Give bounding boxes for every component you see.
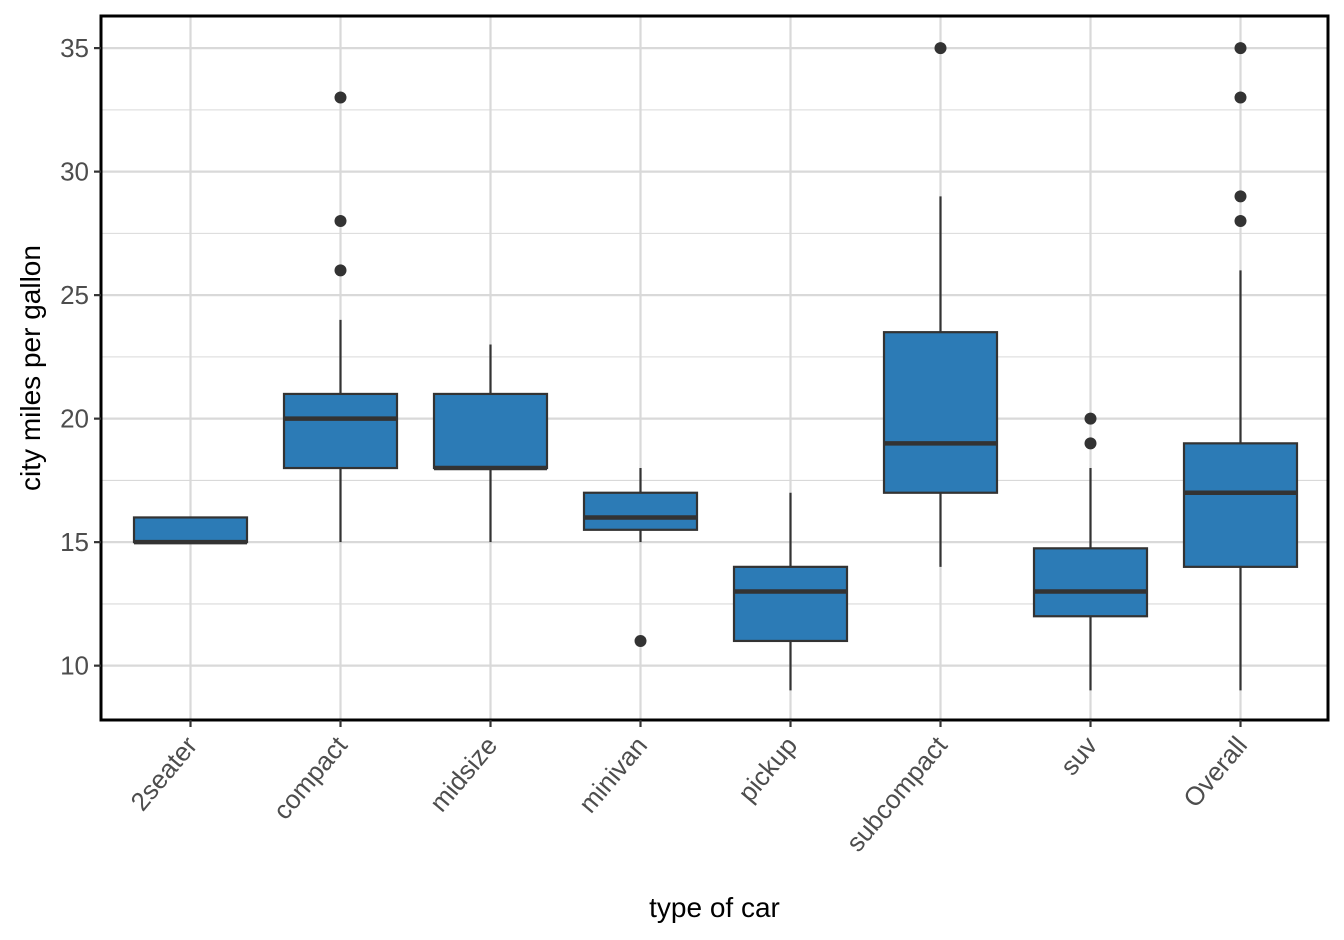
box-subcompact (882, 42, 999, 567)
y-tick-label: 20 (60, 404, 89, 434)
outlier-point (1234, 91, 1247, 104)
x-tick-label: pickup (732, 731, 803, 808)
y-tick-label: 15 (60, 527, 89, 557)
y-axis-title: city miles per gallon (15, 245, 46, 491)
axis-ticks: 10 15 20 25 30 35 2seater compact midsize minivan… (60, 33, 1253, 857)
outlier-point (634, 634, 647, 647)
outlier-point (334, 215, 347, 228)
panel-border (99, 14, 1330, 722)
outlier-point (1234, 190, 1247, 203)
x-tick-label: minivan (573, 731, 654, 819)
box-pickup (732, 492, 849, 691)
outlier-point (334, 91, 347, 104)
x-tick-label: compact (267, 730, 354, 825)
box-midsize (432, 344, 549, 543)
x-axis-title: type of car (649, 892, 780, 923)
boxes-layer (132, 42, 1299, 691)
box-body (132, 516, 249, 544)
y-tick-label: 10 (60, 651, 89, 681)
outlier-point (1084, 412, 1097, 425)
box-compact (282, 91, 399, 543)
outlier-point (1234, 42, 1247, 55)
outlier-point (1084, 437, 1097, 450)
box-body (1182, 442, 1299, 568)
x-tick-label: midsize (423, 731, 503, 818)
outlier-point (1234, 215, 1247, 228)
box-Overall (1182, 42, 1299, 691)
x-tick-label: Overall (1177, 731, 1253, 813)
x-tick-label: subcompact (840, 730, 954, 857)
outlier-point (334, 264, 347, 277)
box-body (282, 392, 399, 470)
y-tick-label: 25 (60, 280, 89, 310)
y-tick-label: 35 (60, 33, 89, 63)
x-tick-label: 2seater (124, 730, 203, 816)
box-suv (1032, 412, 1149, 691)
box-body (582, 491, 699, 531)
box-body (732, 565, 849, 643)
box-2seater (132, 516, 249, 545)
outlier-point (934, 42, 947, 55)
box-minivan (582, 468, 699, 647)
box-body (882, 331, 999, 494)
box-body (1032, 547, 1149, 618)
x-tick-label: suv (1054, 731, 1103, 781)
box-body (432, 392, 549, 470)
y-tick-label: 30 (60, 157, 89, 187)
